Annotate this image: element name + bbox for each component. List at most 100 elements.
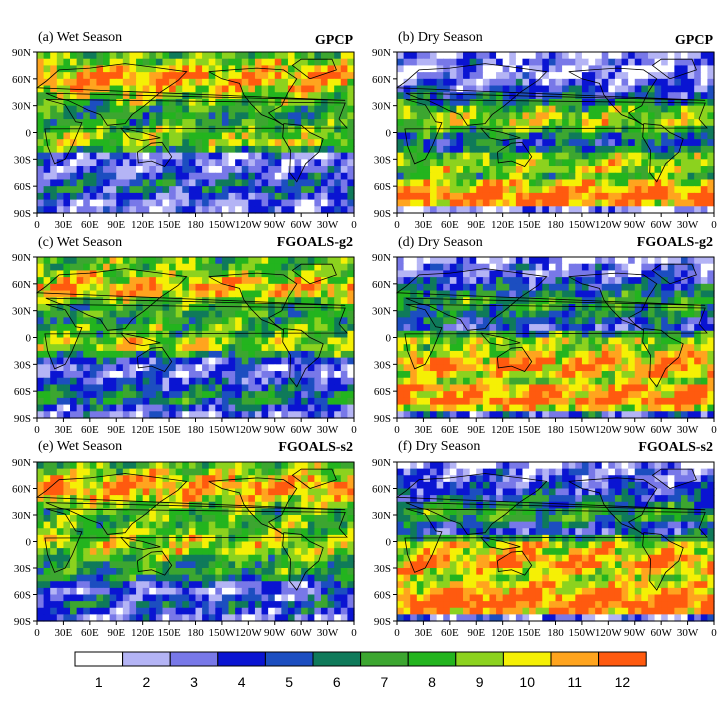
map-cell [314,264,321,271]
map-cell [661,291,668,298]
map-cell [222,186,229,193]
map-cell [575,338,582,345]
map-cell [235,291,242,298]
map-cell [589,173,596,180]
map-cell [57,277,64,284]
map-cell [542,139,549,146]
map-cell [582,391,589,398]
map-cell [129,351,136,358]
map-cell [235,106,242,113]
map-cell [229,284,236,291]
map-cell [103,133,110,140]
map-cell [575,304,582,311]
x-tick-label: 150W [208,424,236,436]
map-cell [681,52,688,59]
map-cell [255,112,262,119]
map-cell [57,65,64,72]
map-cell [103,311,110,318]
map-cell [410,186,417,193]
map-cell [50,139,57,146]
map-cell [522,391,529,398]
map-cell [202,358,209,365]
map-cell [589,331,596,338]
map-cell [456,92,463,99]
map-cell [476,92,483,99]
map-cell [496,200,503,207]
map-cell [635,378,642,385]
map-cell [334,398,341,405]
map-cell [694,72,701,79]
map-cell [202,371,209,378]
map-cell [582,139,589,146]
map-cell [582,405,589,412]
map-cell [334,92,341,99]
map-cell [262,364,269,371]
map-cell [496,324,503,331]
map-cell [182,139,189,146]
map-cell [681,405,688,412]
map-cell [463,200,470,207]
map-cell [229,153,236,160]
y-tick-label: 30N [12,101,31,113]
map-cell [37,146,44,153]
map-cell [189,405,196,412]
map-cell [397,146,404,153]
map-cell [182,311,189,318]
map-cell [582,153,589,160]
map-cell [655,126,662,133]
map-cell [661,405,668,412]
map-cell [575,331,582,338]
map-cell [404,317,411,324]
map-cell [417,65,424,72]
map-cell [57,469,64,476]
map-cell [268,364,275,371]
map-cell [70,52,77,59]
map-cell [589,257,596,264]
map-cell [483,338,490,345]
map-cell [397,257,404,264]
map-cell [556,179,563,186]
map-cell [103,331,110,338]
map-cell [314,291,321,298]
map-cell [57,153,64,160]
map-cell [70,378,77,385]
map-cell [90,317,97,324]
map-cell [688,193,695,200]
map-cell [556,65,563,72]
map-cell [189,344,196,351]
map-cell [397,378,404,385]
map-cell [182,264,189,271]
map-cell [509,291,516,298]
map-cell [410,173,417,180]
map-cell [110,112,117,119]
map-cell [90,482,97,489]
map-cell [196,106,203,113]
map-cell [169,291,176,298]
map-cell [176,159,183,166]
map-cell [417,106,424,113]
map-cell [70,364,77,371]
map-cell [509,99,516,106]
map-cell [149,384,156,391]
map-cell [222,179,229,186]
map-cell [503,126,510,133]
map-cell [308,284,315,291]
map-cell [268,338,275,345]
map-cell [169,106,176,113]
map-cell [549,344,556,351]
map-cell [156,112,163,119]
y-tick-label: 30S [14,359,31,371]
map-cell [417,391,424,398]
map-cell [37,173,44,180]
map-cell [176,338,183,345]
map-cell [661,264,668,271]
map-cell [116,166,123,173]
map-cell [96,139,103,146]
map-cell [694,384,701,391]
map-cell [37,297,44,304]
map-cell [334,331,341,338]
map-cell [209,405,216,412]
map-cell [397,338,404,345]
map-cell [688,311,695,318]
map-cell [314,153,321,160]
